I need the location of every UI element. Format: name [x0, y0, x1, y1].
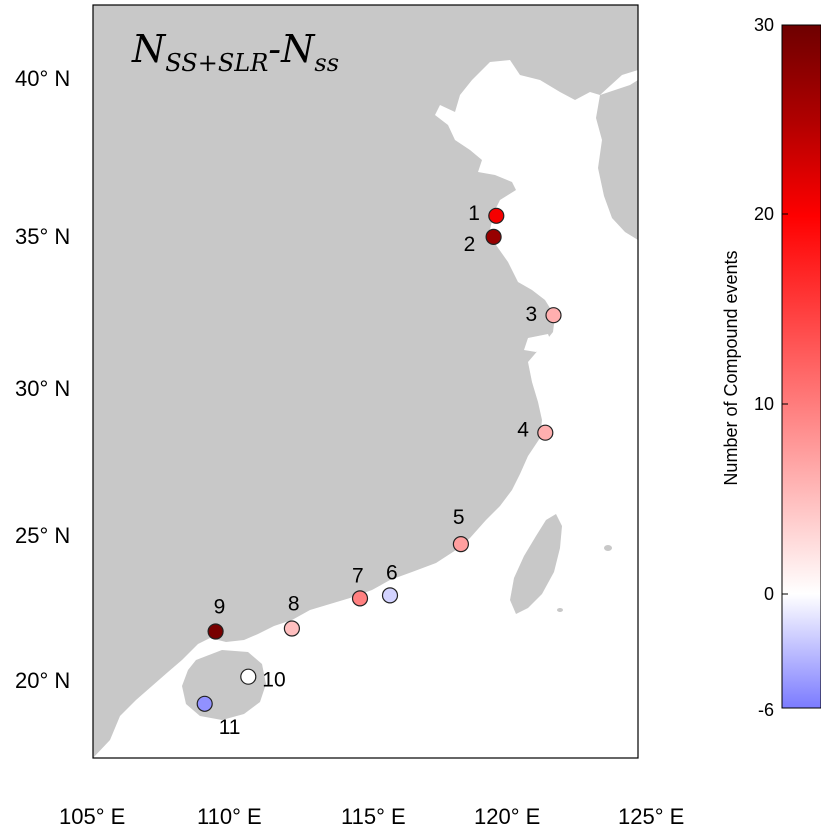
korea-peninsula [596, 80, 638, 240]
station-markers: 1 2 3 4 5 67 8 9 10 11 [196, 202, 562, 739]
colorbar-tick-label: 10 [754, 394, 774, 414]
china-mainland [93, 5, 638, 758]
lon-label: 105° E [59, 804, 125, 829]
station-marker-10 [240, 668, 257, 685]
colorbar-gradient [782, 25, 821, 708]
panel-title: NSS+SLR-Nss [131, 27, 339, 77]
station-marker-8 [283, 620, 300, 637]
longitude-labels: 105° E 110° E 115° E 120° E 125° E [59, 804, 684, 829]
map-frame [92, 4, 639, 759]
station-label-6: 6 [386, 561, 398, 584]
lon-label: 110° E [197, 804, 262, 829]
colorbar-tick-label: 20 [754, 204, 774, 224]
station-label-10: 10 [262, 669, 285, 692]
map-panel [92, 4, 639, 759]
station-marker-7 [351, 590, 369, 607]
station-label-11: 11 [219, 716, 241, 739]
lon-label: 125° E [618, 804, 684, 829]
lat-label: 35° N [15, 224, 70, 249]
shandong-coast-detail [534, 80, 575, 112]
station-marker-6 [381, 587, 399, 604]
station-label-5: 5 [453, 506, 465, 529]
colorbar: 30 20 10 0 -6 Number of Compound events [721, 15, 821, 720]
station-marker-9 [207, 623, 224, 640]
station-marker-4 [537, 424, 554, 441]
colorbar-tick-label: -6 [758, 700, 774, 720]
taiwan-island [510, 514, 562, 614]
colorbar-title: Number of Compound events [721, 250, 741, 485]
small-island [557, 608, 563, 612]
colorbar-tick-label: 0 [764, 584, 774, 604]
station-label-9: 9 [214, 596, 226, 619]
station-marker-1 [488, 207, 505, 224]
small-island [604, 545, 612, 551]
station-label-8: 8 [288, 593, 300, 616]
lat-label: 40° N [15, 66, 70, 91]
colorbar-frame [781, 24, 821, 709]
lat-label: 20° N [15, 668, 70, 693]
station-label-1: 1 [468, 202, 480, 225]
colorbar-tick-label: 30 [754, 15, 774, 35]
station-marker-3 [545, 307, 562, 324]
lon-label: 115° E [341, 804, 406, 829]
station-marker-5 [452, 535, 469, 553]
station-marker-2 [485, 228, 502, 245]
station-label-7: 7 [352, 564, 364, 587]
lat-label: 25° N [15, 523, 70, 548]
lat-label: 30° N [15, 376, 70, 401]
station-label-3: 3 [526, 303, 538, 326]
latitude-labels: 40° N 35° N 30° N 25° N 20° N [15, 66, 70, 693]
station-marker-11 [196, 695, 213, 712]
station-label-2: 2 [464, 233, 476, 256]
yangtze-estuary [524, 334, 552, 352]
lon-label: 120° E [474, 804, 540, 829]
station-label-4: 4 [517, 419, 529, 442]
